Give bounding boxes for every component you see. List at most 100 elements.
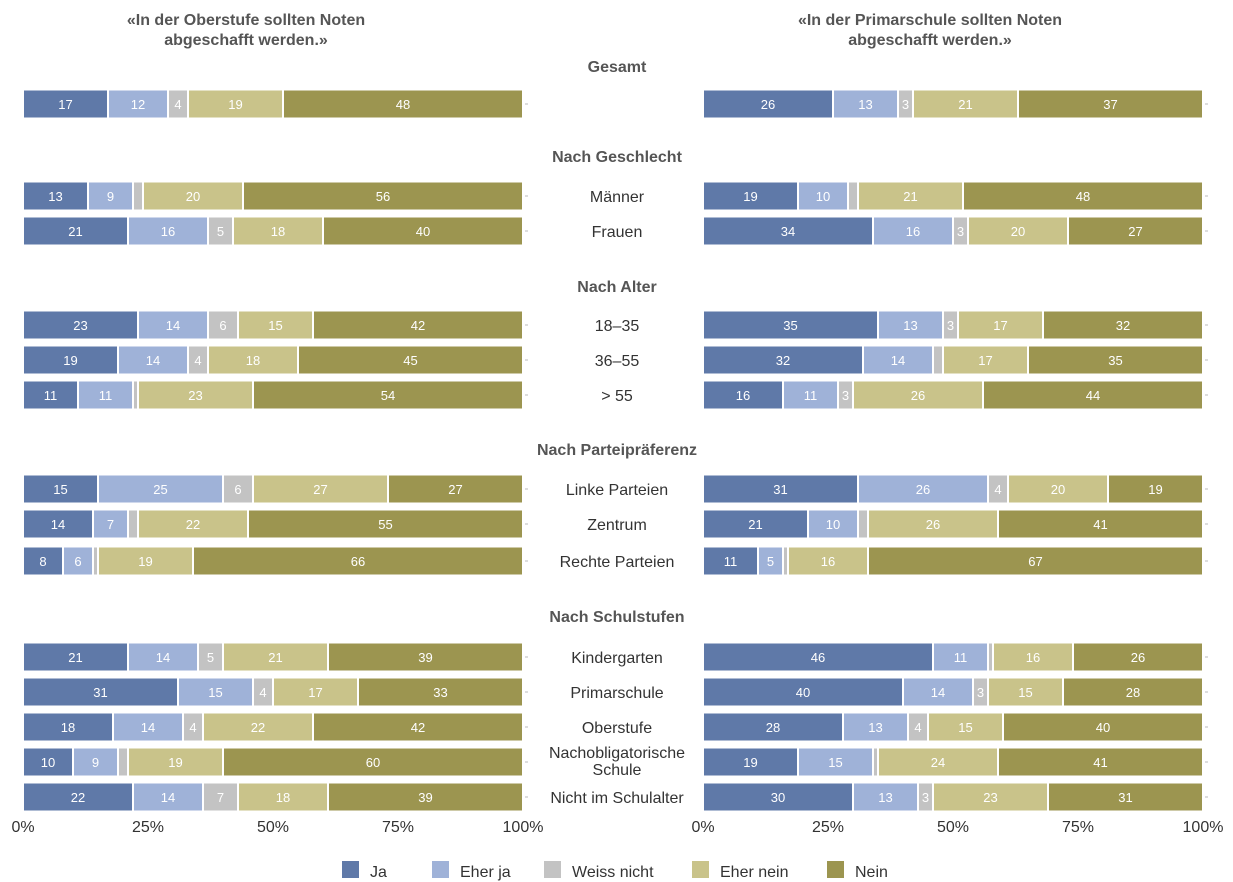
bar-segment-p0-g2-r0-ja <box>24 311 137 339</box>
left-panel-title-line1: «In der Oberstufe sollten Noten <box>127 12 365 29</box>
row-label-4-1: Primarschule <box>570 685 663 702</box>
bar-segment-p1-g4-r3-eher-nein <box>879 748 997 776</box>
bar-segment-p0-g4-r0-eher-nein <box>224 643 327 671</box>
bar-segment-p1-g4-r0-weiss-nicht <box>989 643 992 671</box>
data-label-p1-g4-r0-s4: 26 <box>1131 650 1145 665</box>
bar-segment-p1-g2-r1-weiss-nicht <box>934 346 942 374</box>
bar-segment-p1-g4-r4-eher-nein <box>934 783 1047 811</box>
x-tick-label-p0-0: 0% <box>11 819 34 836</box>
bar-segment-p0-g2-r2-nein <box>254 381 522 409</box>
data-label-p0-g1-r0-s4: 56 <box>376 189 390 204</box>
data-label-p0-g1-r0-s3: 20 <box>186 189 200 204</box>
data-label-p0-g3-r2-s4: 66 <box>351 554 365 569</box>
data-label-p0-g3-r0-s4: 27 <box>448 482 462 497</box>
data-label-p0-g4-r0-s2: 5 <box>207 650 214 665</box>
bar-segment-p1-g4-r0-nein <box>1074 643 1202 671</box>
data-label-p0-g2-r1-s4: 45 <box>403 353 417 368</box>
bar-segment-p1-g2-r2-nein <box>984 381 1202 409</box>
data-label-p1-g4-r2-s0: 28 <box>766 720 780 735</box>
bar-segment-p1-g2-r0-nein <box>1044 311 1202 339</box>
bar-segment-p1-g0-r0-ja <box>704 90 832 118</box>
plot-area: Gesamt Nach Geschlecht Männer Frauen Nach Al… <box>11 59 1223 836</box>
data-label-p0-g4-r4-s2: 7 <box>217 790 224 805</box>
right-panel-title-line2: abgeschafft werden.» <box>848 32 1012 49</box>
bar-segment-p0-g1-r1-nein <box>324 217 522 245</box>
data-label-p0-g0-r0-s0: 17 <box>58 97 72 112</box>
row-label-4-2: Oberstufe <box>582 720 652 737</box>
data-label-p1-g4-r2-s3: 15 <box>958 720 972 735</box>
data-label-p1-g0-r0-s3: 21 <box>958 97 972 112</box>
data-label-p0-g2-r0-s2: 6 <box>219 318 226 333</box>
bar-segment-p0-g3-r0-eher-ja <box>99 475 222 503</box>
bar-segment-p0-g4-r1-ja <box>24 678 177 706</box>
legend: Ja Eher ja Weiss nicht Eher nein Nein <box>342 861 888 881</box>
bar-segment-p0-g4-r2-weiss-nicht <box>184 713 202 741</box>
data-label-p1-g1-r1-s3: 20 <box>1011 224 1025 239</box>
data-label-p0-g4-r1-s1: 15 <box>208 685 222 700</box>
data-label-p1-g2-r0-s4: 32 <box>1116 318 1130 333</box>
bar-segment-p1-g4-r3-weiss-nicht <box>874 748 877 776</box>
bar-segment-p1-g0-r0-eher-nein <box>914 90 1017 118</box>
data-label-p1-g2-r2-s2: 3 <box>842 388 849 403</box>
data-label-p1-g4-r4-s1: 13 <box>878 790 892 805</box>
bar-segment-p0-g4-r4-nein <box>329 783 522 811</box>
data-label-p1-g2-r0-s0: 35 <box>783 318 797 333</box>
data-label-p0-g1-r1-s2: 5 <box>217 224 224 239</box>
bar-segment-p0-g2-r0-eher-ja <box>139 311 207 339</box>
bar-segment-p1-g2-r0-eher-nein <box>959 311 1042 339</box>
data-label-p0-g4-r3-s3: 19 <box>168 755 182 770</box>
bar-segment-p1-g4-r4-ja <box>704 783 852 811</box>
bar-segment-p0-g4-r4-eher-ja <box>134 783 202 811</box>
data-label-p0-g3-r0-s0: 15 <box>53 482 67 497</box>
bar-segment-p1-g4-r1-weiss-nicht <box>974 678 987 706</box>
legend-swatch-ja <box>342 861 359 878</box>
data-label-p0-g1-r1-s0: 21 <box>68 224 82 239</box>
row-label-3-0: Linke Parteien <box>566 482 668 499</box>
data-label-p1-g4-r0-s0: 46 <box>811 650 825 665</box>
bar-segment-p0-g2-r2-eher-nein <box>139 381 252 409</box>
bar-segment-p1-g0-r0-nein <box>1019 90 1202 118</box>
data-label-p1-g1-r1-s2: 3 <box>957 224 964 239</box>
data-label-p0-g3-r0-s2: 6 <box>234 482 241 497</box>
data-label-p1-g3-r2-s0: 11 <box>724 554 738 569</box>
bar-segment-p0-g4-r2-eher-nein <box>204 713 312 741</box>
data-label-p1-g1-r0-s1: 10 <box>816 189 830 204</box>
right-panel-title-line1: «In der Primarschule sollten Noten <box>798 12 1062 29</box>
bar-segment-p1-g1-r0-nein <box>964 182 1202 210</box>
data-label-p1-g1-r1-s1: 16 <box>906 224 920 239</box>
bar-segment-p0-g4-r1-nein <box>359 678 522 706</box>
data-label-p0-g4-r1-s0: 31 <box>93 685 107 700</box>
data-label-p0-g4-r4-s3: 18 <box>276 790 290 805</box>
bar-segment-p1-g0-r0-eher-ja <box>834 90 897 118</box>
data-label-p1-g2-r2-s3: 26 <box>911 388 925 403</box>
legend-label-ja: Ja <box>370 864 387 881</box>
bar-segment-p1-g3-r0-weiss-nicht <box>989 475 1007 503</box>
bar-segment-p1-g4-r2-eher-ja <box>844 713 907 741</box>
x-tick-label-p0-4: 100% <box>503 819 544 836</box>
bar-segment-p1-g0-r0-weiss-nicht <box>899 90 912 118</box>
data-label-p0-g2-r1-s2: 4 <box>194 353 201 368</box>
row-label-1-0: Männer <box>590 189 645 206</box>
data-label-p0-g0-r0-s2: 4 <box>174 97 181 112</box>
data-label-p0-g4-r4-s0: 22 <box>71 790 85 805</box>
bar-segment-p0-g3-r2-nein <box>194 547 522 575</box>
bar-segment-p1-g3-r1-nein <box>999 510 1202 538</box>
data-label-p1-g4-r1-s3: 15 <box>1018 685 1032 700</box>
bar-segment-p0-g2-r1-eher-ja <box>119 346 187 374</box>
bar-segment-p1-g1-r0-ja <box>704 182 797 210</box>
data-label-p1-g2-r1-s3: 17 <box>978 353 992 368</box>
bar-segment-p0-g0-r0-ja <box>24 90 107 118</box>
data-label-p1-g4-r4-s3: 23 <box>983 790 997 805</box>
data-label-p1-g4-r4-s2: 3 <box>922 790 929 805</box>
bar-segment-p1-g4-r1-nein <box>1064 678 1202 706</box>
data-label-p0-g3-r2-s0: 8 <box>39 554 46 569</box>
bar-segment-p1-g3-r1-weiss-nicht <box>859 510 867 538</box>
bar-segment-p1-g2-r2-weiss-nicht <box>839 381 852 409</box>
data-label-p1-g3-r0-s0: 31 <box>773 482 787 497</box>
bar-segment-p1-g4-r0-eher-ja <box>934 643 987 671</box>
bar-segment-p0-g4-r1-weiss-nicht <box>254 678 272 706</box>
data-label-p0-g1-r0-s0: 13 <box>48 189 62 204</box>
bar-segment-p0-g3-r1-eher-ja <box>94 510 127 538</box>
bar-segment-p0-g2-r2-eher-ja <box>79 381 132 409</box>
data-label-p0-g2-r0-s4: 42 <box>411 318 425 333</box>
